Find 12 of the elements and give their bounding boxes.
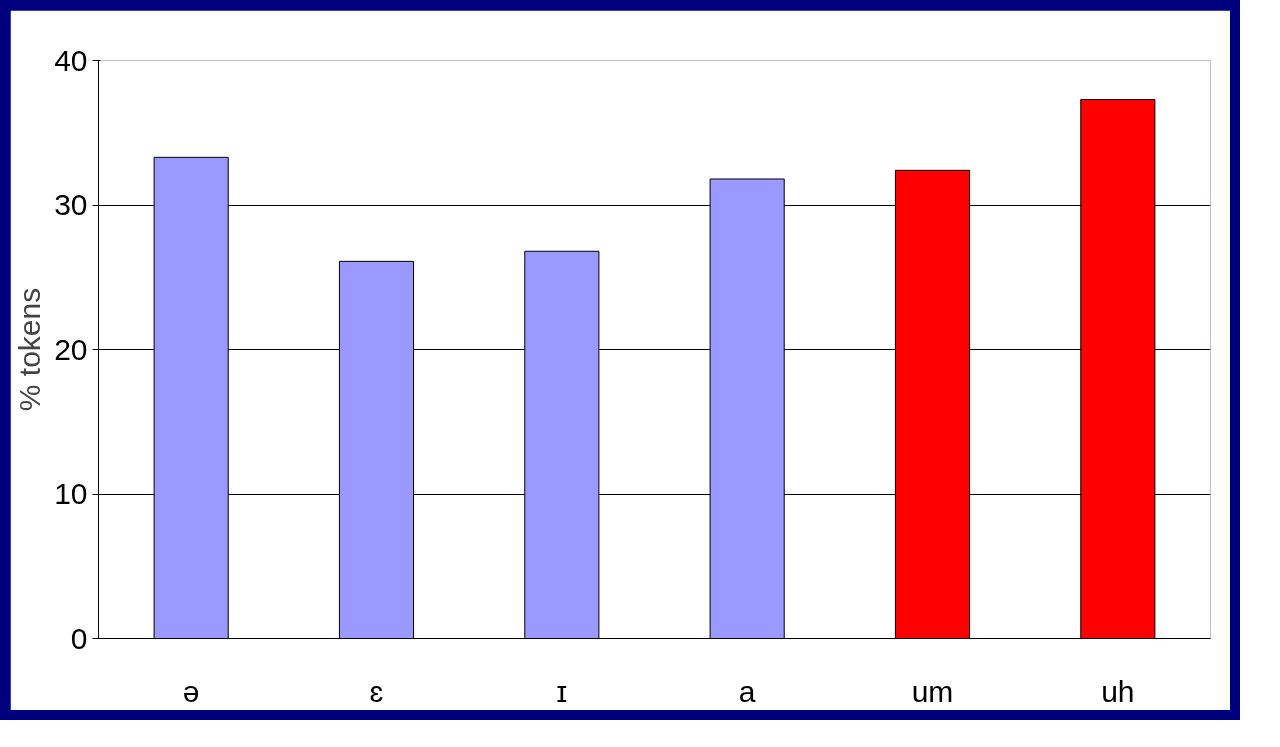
x-tick-label: ɛ xyxy=(369,674,384,708)
y-tick-label: 30 xyxy=(54,188,88,221)
y-axis-title: % tokens xyxy=(13,287,47,412)
y-tick-label: 40 xyxy=(54,43,88,77)
y-tick-label: 10 xyxy=(54,477,88,510)
x-tick-label: um xyxy=(911,674,954,708)
x-tick-label: ə xyxy=(182,674,200,708)
x-tick-label: uh xyxy=(1101,674,1135,708)
y-tick-label: 20 xyxy=(54,332,88,366)
y-tick-label: 0 xyxy=(70,621,88,655)
x-tick-label: a xyxy=(738,674,756,708)
x-tick-label: ɪ xyxy=(556,674,568,708)
